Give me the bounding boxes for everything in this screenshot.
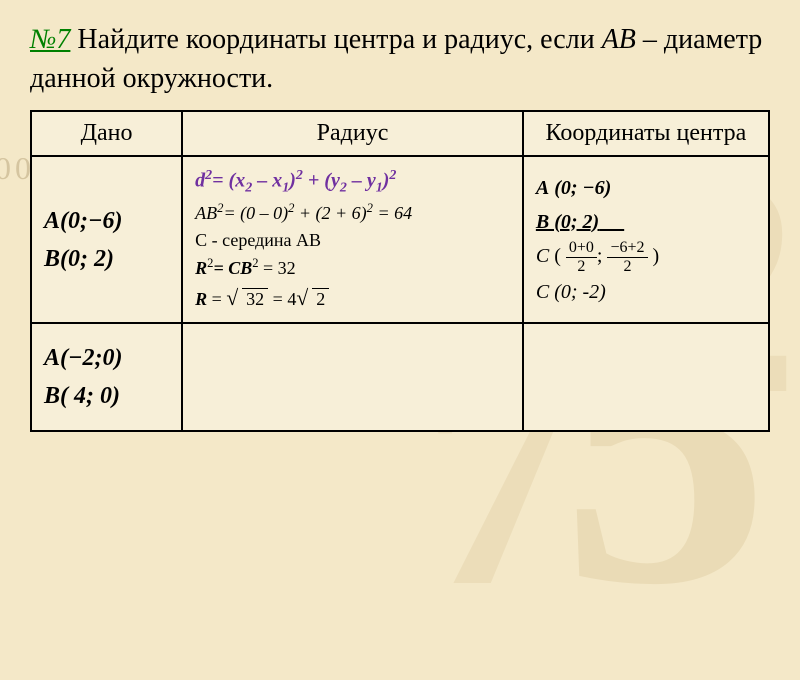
center-c-formula: С ( 0+02; −6+22 ) xyxy=(536,239,756,276)
center-cell-2 xyxy=(523,323,769,431)
dano-b-1: В(0; 2) xyxy=(44,240,169,278)
title-text-1: Найдите координаты центра и радиус, если xyxy=(70,24,601,55)
dano-cell-2: А(−2;0) В( 4; 0) xyxy=(31,323,182,431)
header-center: Координаты центра xyxy=(523,111,769,156)
table-header-row: Дано Радиус Координаты центра xyxy=(31,111,769,156)
ab-calculation: АВ2= (0 – 0)2 + (2 + 6)2 = 64 xyxy=(195,199,510,227)
table-row: А(−2;0) В( 4; 0) xyxy=(31,323,769,431)
center-cell-1: А (0; −6) В (0; 2) С ( 0+02; −6+22 ) С (… xyxy=(523,156,769,323)
dano-a-2: А(−2;0) xyxy=(44,339,169,377)
dano-b-2: В( 4; 0) xyxy=(44,377,169,415)
slide-content: №7 Найдите координаты центра и радиус, е… xyxy=(0,0,800,452)
title-ab: АВ xyxy=(602,24,636,55)
r-squared: R2= СВ2 = 32 xyxy=(195,254,510,282)
radius-cell-2 xyxy=(182,323,523,431)
radius-cell-1: d2= (x2 – x1)2 + (y2 – y1)2 АВ2= (0 – 0)… xyxy=(182,156,523,323)
dano-a-1: А(0;−6) xyxy=(44,202,169,240)
problem-number: №7 xyxy=(30,24,70,55)
problem-title: №7 Найдите координаты центра и радиус, е… xyxy=(30,20,770,98)
header-dano: Дано xyxy=(31,111,182,156)
distance-formula: d2= (x2 – x1)2 + (y2 – y1)2 xyxy=(195,165,510,199)
center-b: В (0; 2) xyxy=(536,205,756,239)
r-value: R = √32 = 4√2 xyxy=(195,282,510,314)
header-radius: Радиус xyxy=(182,111,523,156)
center-a: А (0; −6) xyxy=(536,171,756,205)
problem-table: Дано Радиус Координаты центра А(0;−6) В(… xyxy=(30,110,770,432)
table-row: А(0;−6) В(0; 2) d2= (x2 – x1)2 + (y2 – y… xyxy=(31,156,769,323)
dano-cell-1: А(0;−6) В(0; 2) xyxy=(31,156,182,323)
center-c-result: С (0; -2) xyxy=(536,275,756,309)
midpoint-text: С - середина АВ xyxy=(195,227,510,254)
